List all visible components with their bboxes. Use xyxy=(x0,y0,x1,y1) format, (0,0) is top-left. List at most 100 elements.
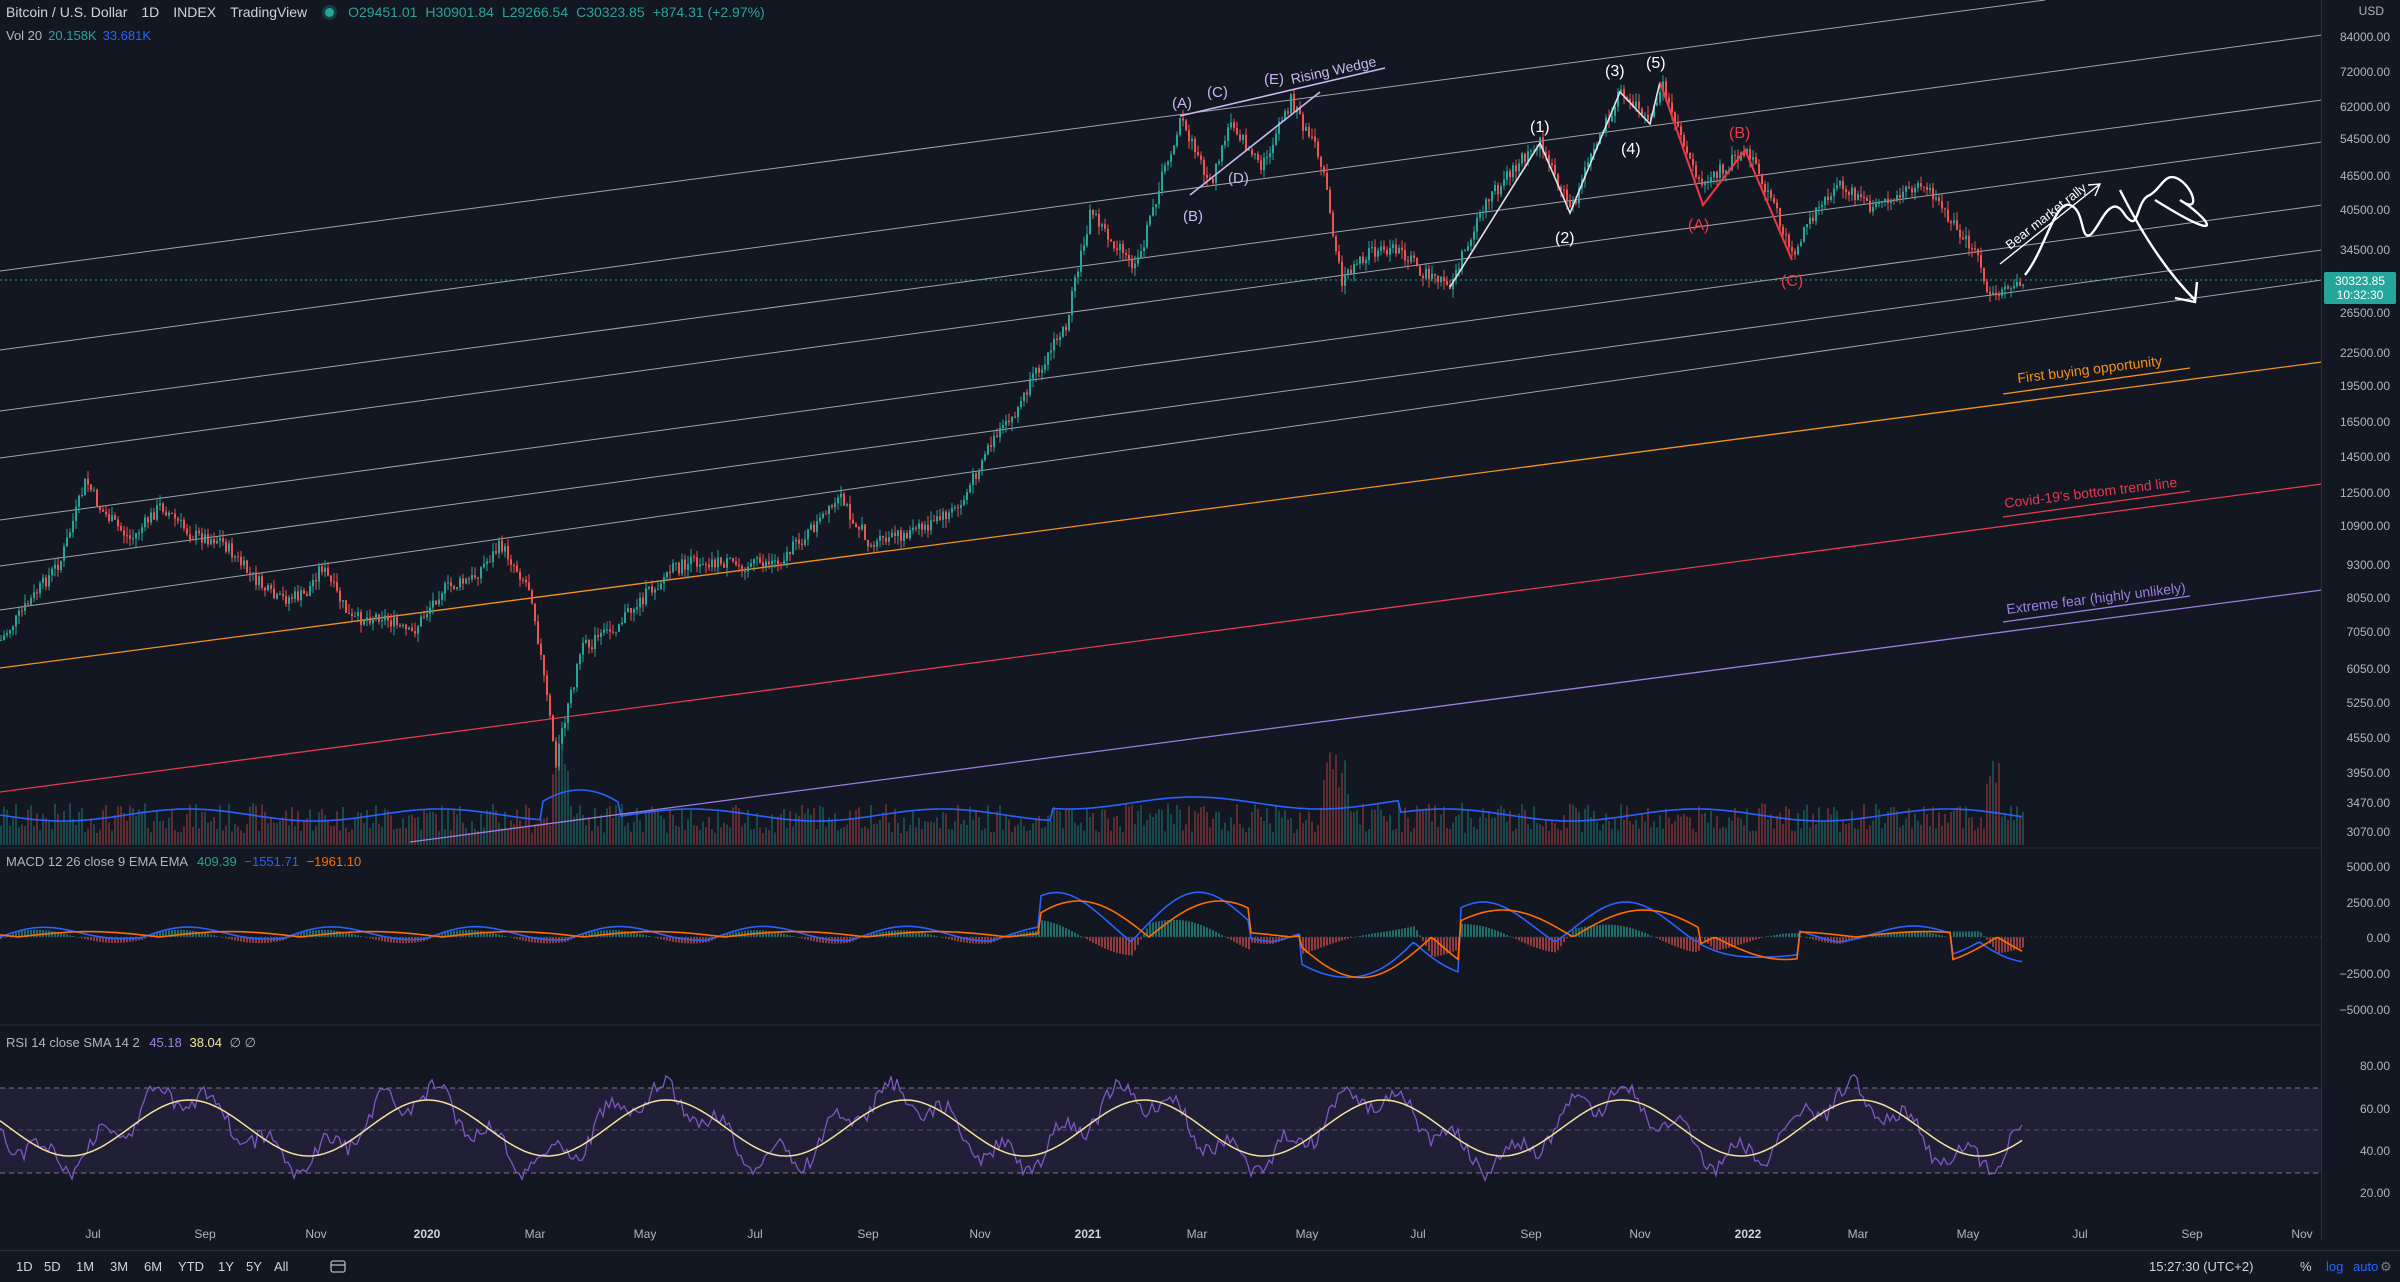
macd-legend[interactable]: MACD 12 26 close 9 EMA EMA 409.39 −1551.… xyxy=(6,854,361,869)
volume-bar xyxy=(1542,826,1544,845)
macd-histogram-bar xyxy=(798,937,800,938)
candle-body xyxy=(348,613,350,614)
rsi-legend[interactable]: RSI 14 close SMA 14 2 45.18 38.04 ∅ ∅ xyxy=(6,1035,256,1051)
volume-bar xyxy=(831,820,833,845)
symbol-name[interactable]: Bitcoin / U.S. Dollar xyxy=(6,4,127,20)
volume-bar xyxy=(579,805,581,845)
candle-body xyxy=(174,514,176,519)
timeframe-button-3m[interactable]: 3M xyxy=(110,1259,128,1274)
candle-body xyxy=(852,520,854,524)
candle-body xyxy=(1611,116,1613,121)
volume-bar xyxy=(1305,820,1307,845)
volume-bar xyxy=(1992,761,1994,845)
macd-histogram-bar xyxy=(636,933,638,937)
macd-histogram-bar xyxy=(1233,937,1235,942)
interval-label[interactable]: 1D xyxy=(141,4,159,20)
candle-body xyxy=(588,640,590,647)
volume-bar xyxy=(489,811,491,845)
volume-bar xyxy=(1164,831,1166,845)
price-tick: 40500.00 xyxy=(2340,203,2390,217)
macd-histogram-bar xyxy=(1398,929,1400,937)
candle-body xyxy=(468,579,470,580)
time-tick: Sep xyxy=(1520,1227,1541,1241)
candle-body xyxy=(1563,189,1565,190)
timeframe-button-1d[interactable]: 1D xyxy=(16,1259,33,1274)
volume-bar xyxy=(1911,828,1913,845)
market-status-icon[interactable] xyxy=(325,8,334,17)
candle-body xyxy=(1818,207,1820,208)
macd-histogram-bar xyxy=(1107,937,1109,950)
clock-label[interactable]: 15:27:30 (UTC+2) xyxy=(2149,1259,2253,1274)
macd-histogram-bar xyxy=(267,937,269,943)
macd-tick: −2500.00 xyxy=(2340,967,2390,981)
date-range-icon[interactable] xyxy=(330,1259,346,1273)
volume-bar xyxy=(1044,827,1046,845)
candle-body xyxy=(1398,248,1400,254)
percent-toggle[interactable]: % xyxy=(2300,1259,2312,1274)
candle-body xyxy=(1158,191,1160,204)
volume-bar xyxy=(1767,820,1769,845)
price-tick: 34500.00 xyxy=(2340,243,2390,257)
macd-histogram-bar xyxy=(1362,935,1364,937)
timeframe-button-all[interactable]: All xyxy=(274,1259,288,1274)
volume-bar xyxy=(330,826,332,845)
candle-body xyxy=(1824,197,1826,205)
candle-body xyxy=(1890,200,1892,203)
candle-body xyxy=(1488,199,1490,201)
macd-histogram-bar xyxy=(1206,927,1208,937)
candle-body xyxy=(462,578,464,583)
wedge-label-b: (B) xyxy=(1183,208,1203,225)
candle-body xyxy=(624,612,626,622)
candle-body xyxy=(27,603,29,604)
candle-body xyxy=(405,625,407,630)
volume-bar xyxy=(612,818,614,845)
candle-body xyxy=(1173,146,1175,155)
volume-bar xyxy=(945,814,947,845)
currency-label[interactable]: USD xyxy=(2359,4,2384,18)
volume-bar xyxy=(1449,829,1451,845)
volume-bar xyxy=(714,833,716,845)
candle-body xyxy=(1188,130,1190,141)
timeframe-button-ytd[interactable]: YTD xyxy=(178,1259,204,1274)
auto-toggle[interactable]: auto xyxy=(2353,1259,2378,1274)
candle-body xyxy=(1101,224,1103,226)
macd-histogram-bar xyxy=(1932,933,1934,937)
chart-canvas[interactable]: (A) (B) (C) (D) (E) Rising Wedge (1) (2)… xyxy=(0,0,2322,1240)
candle-body xyxy=(1203,160,1205,175)
settings-gear-icon[interactable]: ⚙ xyxy=(2380,1259,2392,1275)
macd-histogram-bar xyxy=(1068,929,1070,937)
macd-histogram-bar xyxy=(1164,920,1166,937)
candle-body xyxy=(231,543,233,557)
volume-bar xyxy=(705,827,707,845)
symbol-legend[interactable]: Bitcoin / U.S. Dollar 1D INDEX TradingVi… xyxy=(6,4,773,20)
candle-body xyxy=(327,568,329,576)
log-toggle[interactable]: log xyxy=(2326,1259,2343,1274)
volume-bar xyxy=(618,816,620,845)
macd-histogram-bar xyxy=(1872,936,1874,937)
candle-body xyxy=(711,560,713,568)
macd-histogram-bar xyxy=(1782,934,1784,937)
candle-body xyxy=(639,598,641,608)
volume-bar xyxy=(588,818,590,845)
timeframe-button-5d[interactable]: 5D xyxy=(44,1259,61,1274)
candle-body xyxy=(1230,122,1232,127)
volume-bar xyxy=(852,819,854,845)
timeframe-button-1y[interactable]: 1Y xyxy=(218,1259,234,1274)
candle-body xyxy=(1410,255,1412,261)
volume-bar xyxy=(1182,830,1184,845)
volume-bar xyxy=(1494,818,1496,845)
volume-bar xyxy=(1107,819,1109,845)
volume-bar xyxy=(972,820,974,845)
volume-bar xyxy=(378,824,380,845)
candle-body xyxy=(492,551,494,562)
candle-body xyxy=(1245,135,1247,150)
timeframe-button-1m[interactable]: 1M xyxy=(76,1259,94,1274)
timeframe-button-6m[interactable]: 6M xyxy=(144,1259,162,1274)
volume-bar xyxy=(402,818,404,845)
timeframe-button-5y[interactable]: 5Y xyxy=(246,1259,262,1274)
volume-bar xyxy=(1314,832,1316,845)
volume-bar xyxy=(741,826,743,845)
volume-bar xyxy=(1557,829,1559,845)
